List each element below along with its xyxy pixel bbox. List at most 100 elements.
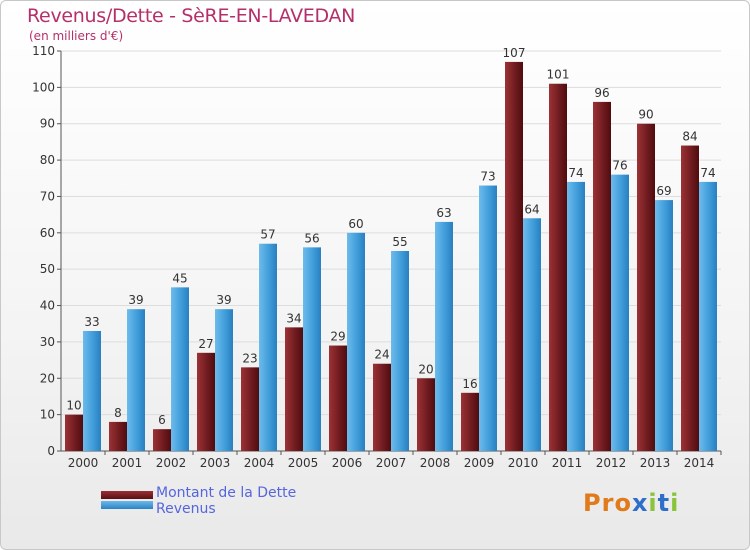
bar-dette [417, 378, 435, 451]
bar-dette [637, 123, 655, 452]
bar-revenus [391, 251, 409, 451]
legend-label-revenus: Revenus [156, 501, 216, 517]
x-tick-label: 2002 [156, 456, 187, 470]
data-label-dette: 16 [462, 377, 477, 391]
bar-revenus [699, 181, 717, 451]
x-tick-label: 2013 [640, 456, 671, 470]
x-tick-label: 2008 [420, 456, 451, 470]
data-label-revenus: 69 [656, 184, 671, 198]
y-tick-label: 40 [40, 299, 55, 313]
x-tick-label: 2005 [288, 456, 319, 470]
chart-title: Revenus/Dette - SèRE-EN-LAVEDAN [27, 5, 356, 27]
data-label-dette: 29 [330, 330, 345, 344]
x-tick-label: 2011 [552, 456, 583, 470]
legend-swatch-revenus [101, 501, 153, 509]
x-tick-label: 2000 [68, 456, 99, 470]
y-tick-label: 90 [40, 117, 55, 131]
bar-dette [373, 363, 391, 451]
bar-dette [285, 327, 303, 451]
logo-letter: t [657, 489, 671, 517]
data-label-revenus: 39 [216, 293, 231, 307]
bar-dette [329, 345, 347, 451]
x-tick-label: 2009 [464, 456, 495, 470]
data-label-dette: 8 [114, 406, 122, 420]
x-tick-label: 2014 [684, 456, 715, 470]
x-tick-label: 2010 [508, 456, 539, 470]
bar-dette [109, 421, 127, 451]
bar-revenus [215, 309, 233, 451]
logo-letter: i [670, 489, 680, 517]
data-label-dette: 24 [374, 348, 389, 362]
data-label-dette: 107 [503, 46, 526, 60]
data-label-dette: 10 [66, 399, 81, 413]
y-tick-label: 60 [40, 226, 55, 240]
x-tick-label: 2001 [112, 456, 143, 470]
x-tick-label: 2004 [244, 456, 275, 470]
y-tick-label: 10 [40, 408, 55, 422]
data-label-dette: 101 [547, 68, 570, 82]
y-tick-label: 0 [47, 444, 55, 458]
data-label-dette: 23 [242, 351, 257, 365]
data-label-revenus: 57 [260, 228, 275, 242]
x-tick-label: 2012 [596, 456, 627, 470]
x-tick-label: 2003 [200, 456, 231, 470]
bar-dette [593, 101, 611, 451]
bar-revenus [83, 331, 101, 451]
bar-revenus [655, 200, 673, 451]
legend-swatch-dette [101, 491, 153, 499]
data-label-revenus: 74 [700, 166, 715, 180]
data-label-revenus: 55 [392, 235, 407, 249]
bar-dette [241, 367, 259, 451]
data-label-revenus: 64 [524, 202, 539, 216]
data-label-dette: 84 [682, 130, 697, 144]
bar-dette [461, 392, 479, 451]
data-label-revenus: 73 [480, 170, 495, 184]
data-label-revenus: 60 [348, 217, 363, 231]
bar-dette [197, 352, 215, 451]
data-label-dette: 96 [594, 86, 609, 100]
bar-dette [153, 429, 171, 451]
y-tick-label: 80 [40, 153, 55, 167]
bar-revenus [435, 221, 453, 451]
data-label-revenus: 56 [304, 231, 319, 245]
y-tick-label: 70 [40, 189, 55, 203]
logo-letter: i [648, 489, 658, 517]
logo-letter: x [631, 489, 649, 517]
data-label-dette: 34 [286, 311, 301, 325]
bar-revenus [303, 247, 321, 451]
data-label-revenus: 33 [84, 315, 99, 329]
data-label-revenus: 74 [568, 166, 583, 180]
bar-revenus [611, 174, 629, 452]
bar-revenus [127, 309, 145, 451]
bar-dette [681, 145, 699, 451]
proxiti-logo: Proxiti [583, 489, 679, 517]
legend-label-dette: Montant de la Dette [156, 485, 297, 501]
y-tick-label: 50 [40, 262, 55, 276]
bar-revenus [567, 181, 585, 451]
data-label-dette: 90 [638, 108, 653, 122]
logo-letter: P [583, 489, 602, 517]
data-label-dette: 6 [158, 413, 166, 427]
bar-revenus [523, 218, 541, 451]
logo-letter: o [614, 489, 632, 517]
y-tick-label: 100 [32, 80, 55, 94]
data-label-revenus: 45 [172, 271, 187, 285]
y-tick-label: 110 [32, 44, 55, 58]
bar-dette [549, 83, 567, 452]
bar-revenus [259, 243, 277, 451]
chart-subtitle: (en milliers d'€) [29, 29, 124, 43]
bar-dette [505, 61, 523, 452]
data-label-revenus: 39 [128, 293, 143, 307]
x-tick-label: 2007 [376, 456, 407, 470]
data-label-revenus: 76 [612, 159, 627, 173]
x-tick-label: 2006 [332, 456, 363, 470]
logo-letter: r [601, 489, 615, 517]
data-label-dette: 27 [198, 337, 213, 351]
bar-revenus [347, 232, 365, 451]
bar-revenus [171, 287, 189, 451]
bar-dette [65, 414, 83, 451]
y-tick-label: 30 [40, 335, 55, 349]
data-label-dette: 20 [418, 362, 433, 376]
